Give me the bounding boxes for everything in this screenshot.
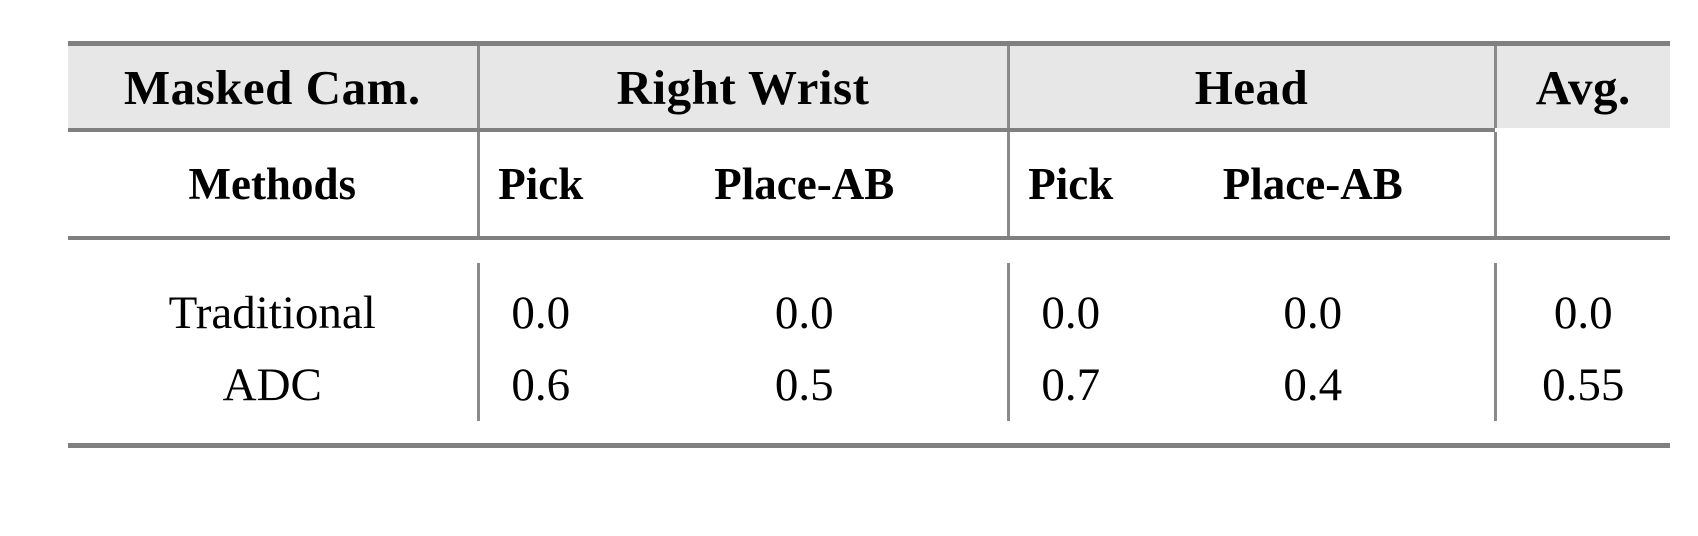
subheader-right-wrist-place-ab: Place-AB (602, 132, 1008, 236)
cell-adc-avg: 0.55 (1493, 349, 1670, 421)
row-label-traditional: Traditional (68, 263, 478, 349)
cell-traditional-head-place-ab: 0.0 (1132, 263, 1495, 349)
table-top-rule (68, 41, 1670, 46)
table-row: Traditional 0.0 0.0 0.0 0.0 0.0 (68, 263, 1670, 349)
cell-adc-head-pick: 0.7 (1006, 349, 1132, 421)
cell-traditional-right-wrist-place-ab: 0.0 (602, 263, 1008, 349)
table-body-top-spacer (68, 240, 1670, 263)
subheader-methods: Methods (68, 132, 478, 236)
cell-adc-head-place-ab: 0.4 (1132, 349, 1495, 421)
table-row: ADC 0.6 0.5 0.7 0.4 0.55 (68, 349, 1670, 421)
header-group-right-wrist: Right Wrist (476, 46, 1008, 128)
header-group-masked-cam: Masked Cam. (68, 46, 478, 128)
row-label-adc: ADC (68, 349, 478, 421)
table-subheader-row: Methods Pick Place-AB Pick Place-AB (68, 132, 1670, 236)
table-body-top-rule (68, 236, 1670, 240)
results-table-container: Masked Cam. Right Wrist Head Avg. Method… (68, 41, 1670, 448)
subheader-head-place-ab: Place-AB (1132, 132, 1495, 236)
subheader-head-pick: Pick (1006, 132, 1132, 236)
table-header-mid-rule (68, 128, 1670, 132)
table-body-bottom-spacer (68, 421, 1670, 443)
header-group-avg: Avg. (1493, 46, 1670, 128)
subheader-right-wrist-pick: Pick (476, 132, 602, 236)
cell-traditional-avg: 0.0 (1493, 263, 1670, 349)
cell-traditional-head-pick: 0.0 (1006, 263, 1132, 349)
table-bottom-rule (68, 443, 1670, 448)
subheader-avg (1493, 132, 1670, 236)
results-table: Masked Cam. Right Wrist Head Avg. Method… (68, 41, 1670, 448)
cell-adc-right-wrist-pick: 0.6 (476, 349, 602, 421)
table-header-group-row: Masked Cam. Right Wrist Head Avg. (68, 46, 1670, 128)
cell-adc-right-wrist-place-ab: 0.5 (602, 349, 1008, 421)
header-group-head: Head (1006, 46, 1495, 128)
cell-traditional-right-wrist-pick: 0.0 (476, 263, 602, 349)
